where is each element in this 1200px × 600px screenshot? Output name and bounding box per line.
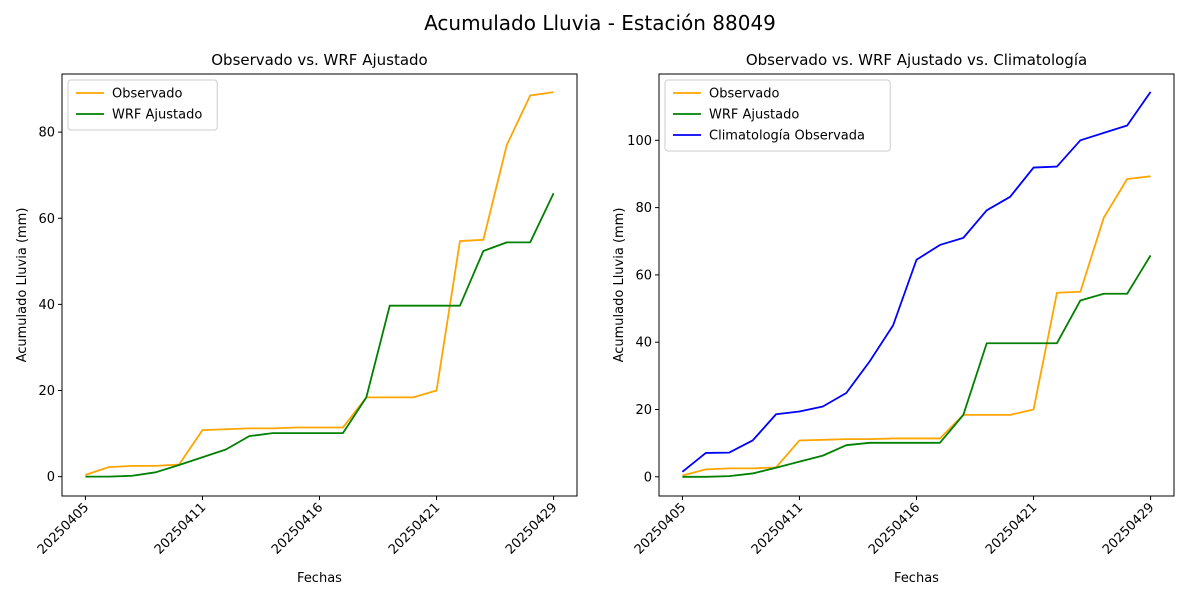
left-chart-panel: Observado vs. WRF Ajustado 0 20 40 60 80 20250… <box>15 51 578 586</box>
chart-2-y-axis-label: Acumulado Lluvia (mm) <box>612 208 627 363</box>
chart-1-legend-box <box>67 79 218 131</box>
chart-2-legend-label-climatologia-observada: Climatología Observada <box>709 129 865 144</box>
chart-2-series-observado-line <box>682 175 1151 477</box>
chart-2-title: Observado vs. WRF Ajustado vs. Climatolo… <box>746 51 1087 69</box>
chart-1-legend-label-wrf-ajustado: WRF Ajustado <box>112 108 202 123</box>
chart-2-y-tick-label: 0 <box>644 470 652 485</box>
chart-2-y-tick-label: 80 <box>635 201 652 216</box>
chart-1-x-tick-label: 20250405 <box>35 500 92 557</box>
chart-1-y-tick-label: 20 <box>38 384 55 399</box>
chart-2-y-tick-label: 20 <box>635 403 652 418</box>
chart-1-y-tick-label: 40 <box>38 298 55 313</box>
chart-1-y-tick-label: 80 <box>38 126 55 141</box>
chart-2-y-tick-label: 40 <box>635 336 652 351</box>
chart-2-series-climatologia-observada-line <box>681 91 1152 473</box>
chart-2-legend-box <box>664 79 891 152</box>
chart-1-x-tick-label: 20250421 <box>386 500 443 557</box>
chart-2-legend: Observado WRF Ajustado Climatología Observ… <box>664 79 891 152</box>
chart-1-x-axis-label: Fechas <box>297 571 342 586</box>
chart-1-x-tick-label: 20250429 <box>503 500 560 557</box>
chart-1-x-tick-label: 20250416 <box>269 500 326 557</box>
chart-1-legend-label-observado: Observado <box>112 87 183 102</box>
chart-1-x-tick-label: 20250411 <box>152 500 209 557</box>
chart-2-x-tick-label: 20250421 <box>983 500 1040 557</box>
chart-2-legend-label-wrf-ajustado: WRF Ajustado <box>709 108 799 123</box>
chart-1-title: Observado vs. WRF Ajustado <box>211 51 427 69</box>
chart-1-y-axis-label: Acumulado Lluvia (mm) <box>15 208 30 363</box>
chart-2-x-axis-label: Fechas <box>894 571 939 586</box>
chart-2-x-tick-label: 20250429 <box>1100 500 1157 557</box>
chart-2-x-tick-label: 20250411 <box>749 500 806 557</box>
chart-1-series-wrf-ajustado-line <box>85 192 555 478</box>
chart-2-y-tick-label: 100 <box>627 134 652 149</box>
chart-2-series-wrf-ajustado-line <box>682 254 1152 478</box>
chart-1-series-observado-line <box>85 91 554 476</box>
figure-suptitle: Acumulado Lluvia - Estación 88049 <box>424 11 776 35</box>
chart-2-x-tick-label: 20250416 <box>866 500 923 557</box>
chart-1-y-tick-label: 60 <box>38 212 55 227</box>
chart-2-legend-label-observado: Observado <box>709 87 780 102</box>
right-chart-panel: Observado vs. WRF Ajustado vs. Climatolo… <box>612 51 1175 586</box>
chart-2-x-tick-label: 20250405 <box>632 500 689 557</box>
chart-1-y-tick-label: 0 <box>47 470 55 485</box>
chart-1-legend: Observado WRF Ajustado <box>67 79 218 131</box>
chart-2-y-tick-label: 60 <box>635 268 652 283</box>
